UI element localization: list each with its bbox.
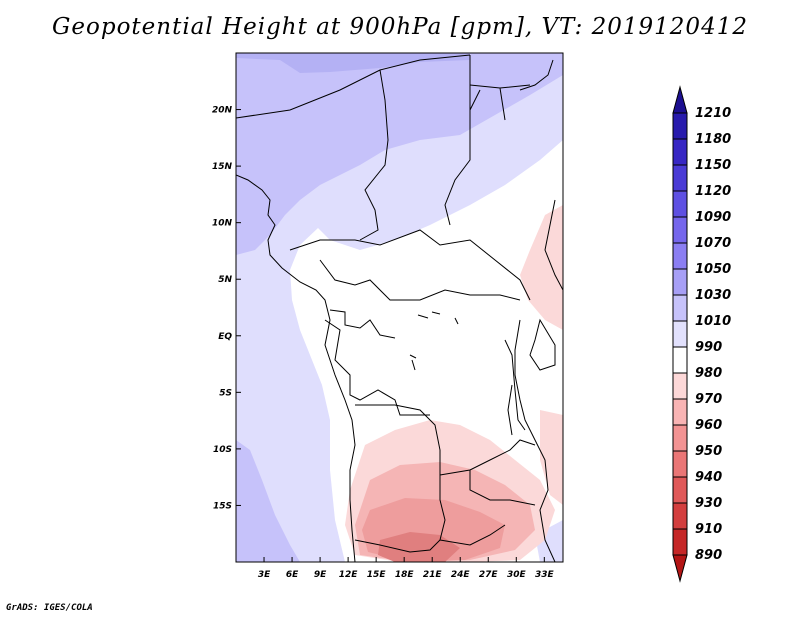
lat-tick-label: 10N bbox=[212, 219, 233, 229]
lat-tick-label: 15S bbox=[213, 501, 232, 511]
lat-tick-label: 5S bbox=[219, 388, 232, 398]
colorbar-swatch bbox=[672, 476, 688, 504]
colorbar-swatch bbox=[672, 528, 688, 556]
colorbar-label: 960 bbox=[695, 418, 722, 433]
colorbar-label: 980 bbox=[695, 366, 722, 381]
lat-tick-label: 20N bbox=[212, 106, 233, 116]
credit-label: GrADS: IGES/COLA bbox=[6, 603, 93, 613]
lat-tick-label: 15N bbox=[212, 162, 233, 172]
colorbar-swatch bbox=[672, 190, 688, 218]
colorbar-label: 890 bbox=[695, 548, 722, 563]
lat-tick-label: 5N bbox=[218, 275, 232, 285]
lon-tick-label: 3E bbox=[258, 570, 271, 580]
country-borders bbox=[236, 54, 563, 562]
colorbar-label: 1070 bbox=[695, 236, 731, 251]
colorbar-label: 990 bbox=[695, 340, 722, 355]
colorbar-swatch bbox=[672, 398, 688, 426]
colorbar: 1210 1180 1150 1120 1090 1070 1050 1030 1010 990 9… bbox=[672, 85, 731, 583]
lon-tick-label: 33E bbox=[535, 570, 555, 580]
colorbar-swatch bbox=[672, 372, 688, 400]
colorbar-swatch bbox=[672, 554, 688, 583]
lon-tick-label: 9E bbox=[314, 570, 327, 580]
lat-tick-label: 10S bbox=[213, 445, 232, 455]
colorbar-swatch bbox=[672, 164, 688, 192]
border-horn bbox=[469, 84, 531, 121]
border-southern bbox=[354, 404, 536, 553]
map-frame bbox=[235, 52, 564, 563]
colorbar-swatch bbox=[672, 450, 688, 478]
field-lavender-high bbox=[236, 53, 470, 73]
field-lavender-north bbox=[236, 53, 563, 255]
colorbar-label: 1210 bbox=[695, 106, 731, 121]
colorbar-label: 930 bbox=[695, 496, 722, 511]
colorbar-swatch bbox=[672, 294, 688, 322]
lake-marks bbox=[409, 311, 459, 371]
coastline-east-africa bbox=[514, 59, 563, 562]
border-east-lakes bbox=[504, 318, 556, 436]
colorbar-label: 950 bbox=[695, 444, 722, 459]
colorbar-label: 1030 bbox=[695, 288, 731, 303]
colorbar-swatch bbox=[672, 138, 688, 166]
lon-tick-label: 24E bbox=[451, 570, 471, 580]
colorbar-swatch bbox=[672, 346, 688, 374]
axis-ticks: 3E 6E 9E 12E 15E 18E 21E 24E 27E 30E 33E 20N 15N 10N 5… bbox=[212, 106, 555, 580]
colorbar-swatch bbox=[672, 112, 688, 140]
lon-tick-label: 12E bbox=[339, 570, 359, 580]
map-title: Geopotential Height at 900hPa [gpm], VT:… bbox=[52, 14, 748, 40]
colorbar-label: 1150 bbox=[695, 158, 731, 173]
colorbar-label: 1010 bbox=[695, 314, 731, 329]
colorbar-swatch bbox=[672, 242, 688, 270]
lat-tick-label: EQ bbox=[218, 332, 232, 342]
colorbar-label: 910 bbox=[695, 522, 722, 537]
colorbar-swatch bbox=[672, 320, 688, 348]
coastline-west-africa bbox=[236, 174, 356, 562]
colorbar-label: 1180 bbox=[695, 132, 731, 147]
border-central bbox=[289, 229, 531, 339]
colorbar-label: 1120 bbox=[695, 184, 731, 199]
colorbar-swatch bbox=[672, 424, 688, 452]
colorbar-swatch bbox=[672, 502, 688, 530]
height-field bbox=[236, 53, 563, 562]
field-lavender-southwest bbox=[236, 440, 300, 562]
colorbar-swatch bbox=[672, 268, 688, 296]
field-pink-southeast bbox=[540, 410, 563, 505]
lon-tick-label: 18E bbox=[395, 570, 415, 580]
lon-tick-label: 21E bbox=[423, 570, 443, 580]
field-pink-east bbox=[520, 205, 563, 330]
border-sahel bbox=[236, 54, 471, 241]
lon-tick-label: 15E bbox=[367, 570, 387, 580]
field-deep-south bbox=[378, 532, 460, 562]
border-drc-west bbox=[324, 319, 430, 416]
colorbar-swatch bbox=[672, 216, 688, 244]
colorbar-swatch bbox=[672, 85, 688, 114]
colorbar-label: 940 bbox=[695, 470, 722, 485]
colorbar-label: 1050 bbox=[695, 262, 731, 277]
field-pale-southeast bbox=[535, 520, 563, 562]
lon-tick-label: 27E bbox=[479, 570, 499, 580]
lon-tick-label: 30E bbox=[507, 570, 527, 580]
colorbar-label: 1090 bbox=[695, 210, 731, 225]
lon-tick-label: 6E bbox=[286, 570, 299, 580]
colorbar-label: 970 bbox=[695, 392, 722, 407]
